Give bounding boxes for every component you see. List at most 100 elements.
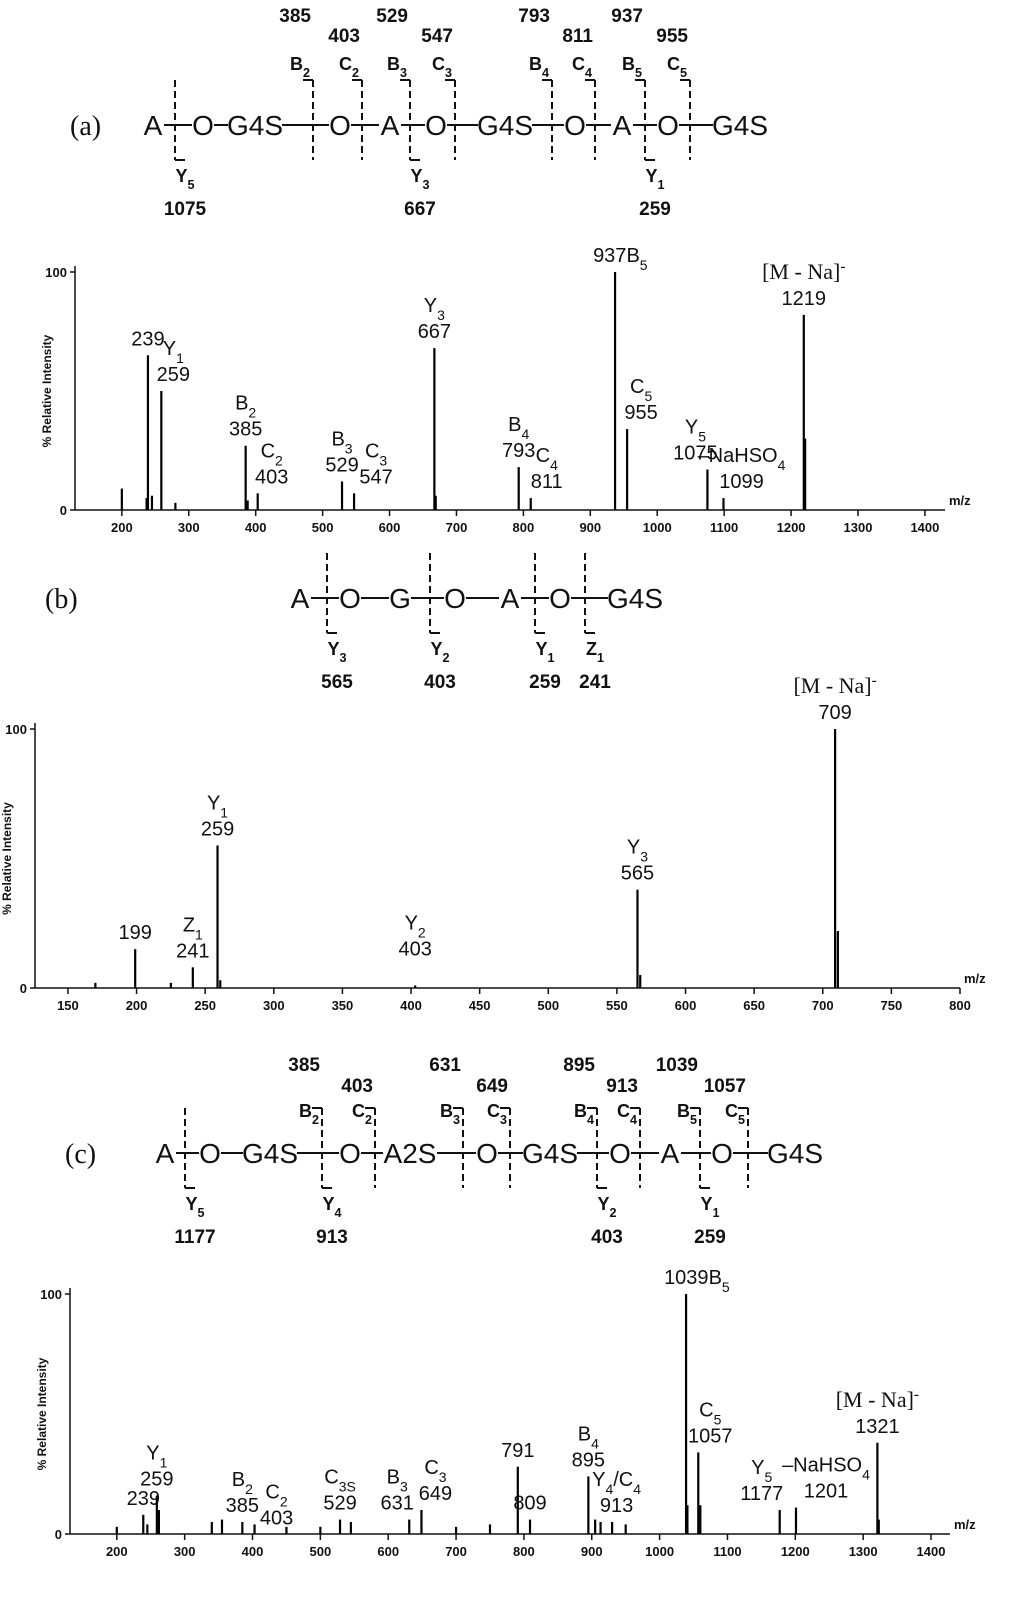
peak-mz: 239: [131, 328, 164, 350]
fragment-mz: 241: [579, 672, 611, 693]
peak-mz: 667: [418, 321, 451, 343]
peak-ion: Y2: [405, 912, 426, 940]
ion-name: Y: [146, 1443, 159, 1465]
ion-name: B: [626, 245, 639, 267]
x-tick-label: 700: [446, 520, 468, 535]
peak-ion: B3: [387, 1467, 408, 1495]
peak-ion: C2: [265, 1481, 287, 1509]
x-tick-label: 600: [377, 1544, 399, 1559]
ion-name: Y: [751, 1457, 764, 1479]
ion-subscript: 1: [160, 1455, 168, 1471]
fragment-mz: 649: [476, 1076, 508, 1097]
ion-subscript: 3: [379, 452, 387, 468]
ion-subscript: 2: [245, 1481, 253, 1497]
peak-ion: Y5: [751, 1457, 772, 1485]
ion-name: C: [617, 1101, 630, 1121]
ion-name: B: [387, 54, 400, 74]
ion-name: Y: [405, 912, 418, 934]
fragment-mz: 403: [424, 672, 456, 693]
peak-ion: C2: [261, 440, 283, 468]
ion-subscript: 5: [635, 66, 642, 80]
x-tick-label: 1300: [844, 520, 873, 535]
ion-name: Y: [410, 166, 422, 186]
x-tick-label: 650: [743, 998, 765, 1013]
ion-name: B: [508, 414, 521, 436]
peak-ion: C4: [536, 445, 558, 473]
ion-name: Y: [322, 1194, 334, 1214]
ion-name: Y: [685, 417, 698, 439]
x-tick-label: 1300: [849, 1544, 878, 1559]
ion-subscript: 4: [521, 426, 529, 442]
ion-subscript: 2: [280, 1493, 288, 1509]
ion-subscript: 5: [714, 1411, 722, 1427]
ion-name: Y: [163, 338, 176, 360]
fragment-mz: 259: [694, 1227, 726, 1248]
peak-label: 1039B5: [664, 1267, 730, 1295]
ion-subscript: 3: [340, 651, 347, 665]
ion-subscript: 5: [738, 1113, 745, 1127]
x-tick-label: 600: [675, 998, 697, 1013]
ion-subscript: 4: [605, 1481, 613, 1497]
ion-subscript: 1: [548, 651, 555, 665]
peak-mz: 791: [501, 1440, 534, 1462]
x-tick-label: 300: [174, 1544, 196, 1559]
peak-mz: 259: [157, 364, 190, 386]
ion-name: B: [578, 1423, 591, 1445]
peak-mz: 239: [127, 1488, 160, 1510]
x-tick-label: 800: [513, 520, 535, 535]
x-tick-label: 300: [178, 520, 200, 535]
ion-subscript: 3: [500, 1113, 507, 1127]
peak-ion: [M - Na]-: [793, 672, 876, 699]
peak-mz: 1201: [804, 1481, 849, 1503]
ion-subscript: 2: [248, 405, 256, 421]
ion-name: C: [630, 376, 644, 398]
ion-subscript: 1: [195, 926, 203, 942]
ion-subscript: 5: [644, 388, 652, 404]
x-tick-label: 900: [579, 520, 601, 535]
peak-mz: 1219: [782, 288, 827, 310]
fragment-ion: B4: [529, 54, 549, 80]
ion-subscript: 4: [633, 1481, 641, 1497]
ion-name: Z: [183, 914, 195, 936]
residue: O: [564, 110, 586, 141]
ion-name: [M - Na]: [762, 259, 840, 284]
peak-ion: Y1: [146, 1443, 167, 1471]
fragment-mz: 1177: [174, 1227, 215, 1248]
x-tick-label: 500: [537, 998, 559, 1013]
ion-name: C: [725, 1101, 738, 1121]
ion-name: C: [424, 1457, 438, 1479]
ion-name: C: [432, 54, 445, 74]
peak-ion: [M - Na]-: [836, 1385, 919, 1412]
ion-subscript: 1: [220, 805, 228, 821]
ion-superscript: -: [840, 257, 845, 274]
peak-mz: 709: [818, 702, 851, 724]
residue: G4S: [522, 1138, 578, 1169]
residue: G4S: [242, 1138, 298, 1169]
fragment-mz: 937: [611, 6, 643, 27]
ion-name: B: [709, 1267, 722, 1289]
ion-subscript: 4: [550, 457, 558, 473]
fragment-mz: 895: [563, 1055, 595, 1076]
peak-mz: 241: [176, 940, 209, 962]
residue: O: [657, 110, 679, 141]
x-tick-label: 900: [581, 1544, 603, 1559]
ion-name: C: [572, 54, 585, 74]
ion-subscript: 4: [778, 457, 786, 473]
residue: O: [711, 1138, 733, 1169]
ion-name: B: [331, 428, 344, 450]
ion-subscript: 3: [453, 1113, 460, 1127]
ion-subscript: 4: [542, 66, 549, 80]
peak-mz: 955: [624, 402, 657, 424]
ion-subscript: 5: [198, 1206, 205, 1220]
x-tick-label: 350: [332, 998, 354, 1013]
fragment-ion: Y4: [322, 1194, 341, 1220]
ion-name: /C: [613, 1469, 633, 1491]
fragment-mz: 667: [404, 199, 436, 220]
fragment-mz: 1075: [164, 199, 207, 220]
y-tick-label: 0: [20, 981, 27, 996]
residue: G4S: [477, 110, 533, 141]
x-tick-label: 1000: [643, 520, 672, 535]
x-tick-label: 1100: [710, 520, 738, 535]
fragment-ion: C4: [617, 1101, 637, 1127]
peak-mz: 913: [600, 1495, 633, 1517]
